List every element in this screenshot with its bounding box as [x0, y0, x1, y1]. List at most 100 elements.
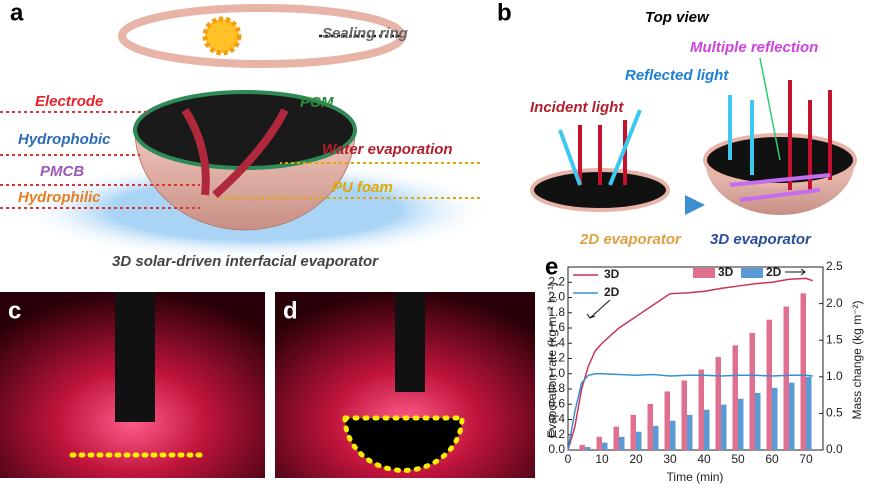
label: Incident light	[530, 99, 624, 116]
x-tick-label: 20	[629, 452, 643, 466]
title: Top view	[645, 9, 710, 26]
y2-tick-label: 2.0	[826, 296, 843, 310]
bar	[630, 414, 636, 450]
lamp	[115, 292, 155, 422]
y2-axis-label: Mass change (kg m⁻²)	[850, 300, 864, 419]
arrow	[785, 268, 806, 276]
bar	[670, 420, 676, 450]
pointer	[220, 162, 480, 199]
arrow	[586, 299, 611, 319]
label: 2D evaporator	[579, 231, 682, 248]
bar	[766, 319, 772, 450]
bar	[664, 391, 670, 450]
y-tick-label: 1.2	[548, 351, 565, 365]
bar	[704, 409, 710, 450]
bar	[698, 369, 704, 450]
label: PMCB	[40, 163, 84, 180]
bar	[613, 426, 619, 450]
sun	[202, 16, 242, 56]
y2-tick-label: 0.0	[826, 442, 843, 456]
bar	[755, 392, 761, 450]
bar	[749, 332, 755, 450]
y-tick-label: 1.0	[548, 366, 565, 380]
bar	[585, 447, 591, 450]
legend-label: 3D	[718, 265, 734, 279]
pointer	[759, 57, 781, 161]
bar	[715, 357, 721, 450]
label: Hydrophilic	[18, 189, 101, 206]
x-tick-label: 30	[663, 452, 677, 466]
bar	[800, 293, 806, 450]
bar	[721, 404, 727, 450]
x-tick-label: 0	[565, 452, 572, 466]
y-tick-label: 0.6	[548, 396, 565, 410]
bar	[636, 431, 642, 450]
bar	[619, 436, 625, 450]
lamp	[395, 292, 425, 392]
y-tick-label: 2.0	[548, 290, 565, 304]
y-tick-label: 1.4	[548, 335, 565, 349]
panel-b: b Top view Multiple reflection Reflected…	[497, 0, 857, 248]
panel-label: e	[545, 253, 558, 280]
panel-label: c	[8, 297, 21, 324]
caption: 3D solar-driven interfacial evaporator	[112, 253, 379, 270]
bar	[596, 436, 602, 450]
legend-label: 3D	[604, 267, 620, 281]
x-tick-label: 60	[765, 452, 779, 466]
electrode	[181, 107, 289, 198]
bar	[789, 382, 795, 450]
y-tick-label: 0.8	[548, 381, 565, 395]
legend-label: 2D	[766, 265, 782, 279]
y2-tick-label: 2.5	[826, 259, 843, 273]
panel-e: e Time (min) Evaporation rate (kg m⁻² h⁻…	[545, 253, 864, 484]
label: 3D evaporator	[710, 231, 812, 248]
line	[567, 373, 813, 451]
y-tick-label: 0.2	[548, 427, 565, 441]
panel-c: c	[0, 292, 265, 478]
y-axis-label: Evaporation rate (kg m⁻² h⁻¹)	[545, 282, 559, 438]
x-tick-label: 10	[595, 452, 609, 466]
x-tick-label: 50	[731, 452, 745, 466]
y-tick-label: 0.0	[548, 442, 565, 456]
label: Sealing ring	[322, 25, 408, 42]
label: Hydrophobic	[18, 131, 111, 148]
panel-label: a	[10, 0, 24, 26]
label: Water evaporation	[322, 141, 453, 158]
panel-label: b	[497, 0, 512, 26]
pointer	[0, 111, 200, 209]
label: PU foam	[332, 179, 393, 196]
bar	[732, 345, 738, 450]
x-axis-label: Time (min)	[667, 470, 724, 484]
sealing-ring	[118, 4, 406, 68]
y2-tick-label: 0.5	[826, 406, 843, 420]
panel-label: d	[283, 297, 298, 324]
y-tick-label: 2.2	[548, 274, 565, 288]
dots	[342, 415, 465, 473]
legend-label: 2D	[604, 285, 620, 299]
bar	[772, 387, 778, 450]
bar	[806, 376, 812, 450]
bar	[783, 306, 789, 450]
y-tick-label: 1.6	[548, 320, 565, 334]
bar	[647, 403, 653, 450]
reflected-ray	[558, 109, 642, 186]
label: Reflected light	[625, 67, 729, 84]
multi-ray	[729, 173, 831, 202]
arrow	[685, 195, 705, 215]
label: Multiple reflection	[690, 39, 818, 56]
bar	[602, 442, 608, 450]
bar	[738, 398, 744, 450]
bar	[579, 444, 585, 450]
legend-swatch	[741, 268, 763, 278]
y2-tick-label: 1.0	[826, 369, 843, 383]
y2-tick-label: 1.5	[826, 332, 843, 346]
bar	[687, 414, 693, 450]
panel-d: d	[275, 292, 535, 478]
bar	[681, 380, 687, 450]
panel-a: a Sealing ring Electrode PCM Hydrophobic…	[0, 0, 495, 270]
line	[567, 277, 814, 451]
reflected-ray	[728, 95, 754, 175]
bar	[653, 425, 659, 450]
